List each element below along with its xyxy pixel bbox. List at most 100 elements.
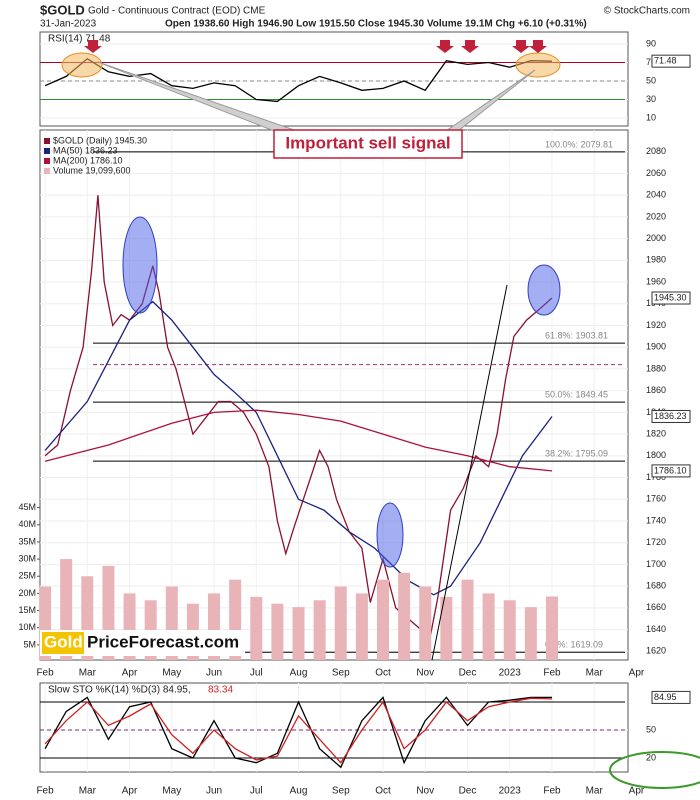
value-tag-label: 71.48 — [654, 56, 677, 66]
y-tick-label: 1620 — [646, 646, 666, 656]
x-tick-label: May — [162, 786, 181, 797]
panel-frame — [39, 31, 629, 127]
date: 31-Jan-2023 — [40, 19, 97, 30]
value-tag — [651, 54, 691, 68]
y2-tick-label: 35M — [18, 536, 36, 546]
level-label: 50.0%: 1849.45 — [545, 389, 608, 399]
panel-frame — [39, 682, 629, 773]
volume-bar — [503, 600, 516, 660]
y-tick-label: 30 — [646, 94, 656, 104]
y-tick-label: 2080 — [646, 146, 666, 156]
volume-bar — [250, 596, 263, 660]
y2-tick-label: 25M — [18, 571, 36, 581]
y-tick-label: 70 — [646, 57, 656, 67]
y-tick-label: 1740 — [646, 515, 666, 525]
annotation-box — [273, 129, 463, 159]
x-tick-label: Apr — [629, 786, 645, 797]
series-line — [44, 409, 553, 472]
series-line — [44, 697, 553, 764]
legend-label: MA(200) 1786.10 — [53, 155, 123, 165]
arrow — [512, 40, 530, 53]
legend-label: Volume 19,099,600 — [53, 165, 131, 175]
volume-bar — [313, 600, 326, 660]
volume-bar — [545, 596, 558, 660]
logo-left: Gold — [44, 632, 83, 651]
volume-bar — [398, 572, 411, 660]
y-tick-label: 50 — [646, 75, 656, 85]
panel-title: Slow STO %K(14) %D(3) 84.95, — [48, 685, 191, 696]
source: © StockCharts.com — [604, 6, 690, 17]
annotation: Important sell signal — [285, 133, 450, 152]
y2-tick-label: 5M — [23, 639, 36, 649]
value-tag — [651, 464, 691, 478]
x-tick-label: Mar — [79, 668, 97, 679]
y2-tick-label: 15M — [18, 605, 36, 615]
y-tick-label: 1880 — [646, 363, 666, 373]
x-tick-label: May — [162, 668, 181, 679]
legend-swatch — [44, 148, 50, 154]
value-tag — [651, 291, 691, 305]
x-tick-label: Feb — [36, 786, 54, 797]
x-tick-label: Apr — [122, 786, 138, 797]
volume-bar — [482, 593, 495, 660]
y2-tick-label: 40M — [18, 519, 36, 529]
volume-bar — [440, 596, 453, 660]
x-tick-label: Aug — [290, 786, 308, 797]
y-tick-label: 1680 — [646, 581, 666, 591]
panel-subtitle: 83.34 — [208, 685, 233, 696]
x-tick-label: Aug — [290, 668, 308, 679]
x-tick-label: Dec — [459, 786, 477, 797]
highlight — [527, 264, 561, 316]
legend-label: MA(50) 1836.23 — [53, 145, 118, 155]
arrow — [84, 40, 102, 53]
arrow — [529, 40, 547, 53]
y-tick-label: 90 — [646, 38, 656, 48]
volume-bar — [292, 607, 305, 660]
y-tick-label: 10 — [646, 112, 656, 122]
level-label: 100.0%: 2079.81 — [545, 139, 613, 149]
logo-mark — [42, 632, 84, 654]
x-tick-label: Feb — [543, 668, 561, 679]
series-line — [44, 300, 553, 596]
value-tag-label: 1945.30 — [654, 292, 687, 302]
y-tick-label: 1700 — [646, 559, 666, 569]
y2-tick-label: 45M — [18, 502, 36, 512]
y-tick-label: 1980 — [646, 255, 666, 265]
trend-line — [431, 284, 508, 661]
y-tick-label: 1720 — [646, 537, 666, 547]
x-tick-label: Feb — [36, 668, 54, 679]
y2-tick-label: 30M — [18, 553, 36, 563]
series-line — [44, 195, 553, 643]
x-tick-label: Dec — [459, 668, 477, 679]
volume-bar — [524, 607, 537, 660]
arrow — [436, 40, 454, 53]
x-tick-label: Nov — [416, 668, 434, 679]
annotations: Important sell signal Gold PriceForecast… — [40, 40, 700, 789]
x-tick-label: Sep — [332, 786, 350, 797]
volume-bar — [419, 586, 432, 660]
volume-bar — [377, 579, 389, 660]
legend-swatch — [44, 138, 50, 144]
value-tag-label: 84.95 — [654, 692, 677, 702]
series-line — [44, 696, 552, 769]
x-tick-label: 2023 — [499, 786, 522, 797]
y-tick-label: 1640 — [646, 624, 666, 634]
series-line — [44, 58, 553, 103]
value-tag-label: 1836.23 — [654, 411, 687, 421]
highlight — [61, 52, 103, 78]
panel-title: RSI(14) 71.48 — [48, 34, 111, 45]
value-tag — [651, 409, 691, 423]
x-tick-label: 2023 — [499, 668, 522, 679]
y-tick-label: 1660 — [646, 602, 666, 612]
x-tick-label: Oct — [375, 786, 391, 797]
volume-bar — [271, 603, 284, 660]
x-tick-label: Jul — [250, 668, 263, 679]
arrow — [461, 40, 479, 53]
y2-tick-label: 20M — [18, 588, 36, 598]
y-tick-label: 1800 — [646, 450, 666, 460]
level-label: 0.0%: 1619.09 — [545, 640, 603, 650]
y-tick-label: 1760 — [646, 494, 666, 504]
symbol: $GOLD — [40, 2, 85, 17]
